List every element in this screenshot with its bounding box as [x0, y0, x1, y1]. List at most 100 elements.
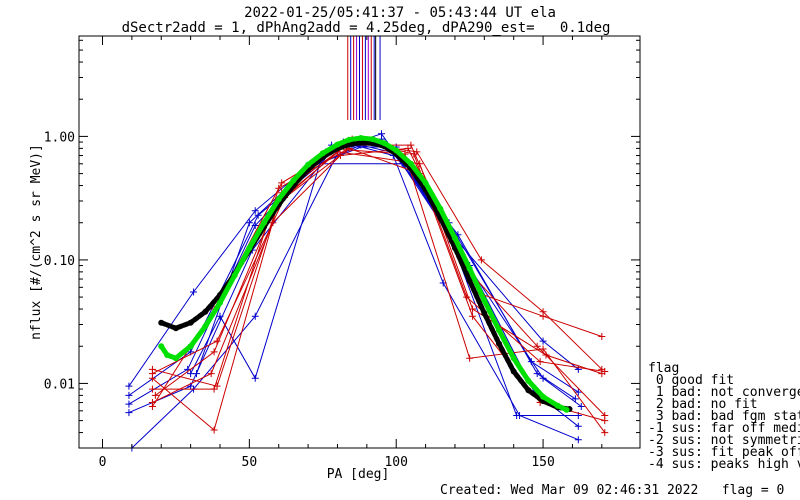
fit-point — [305, 161, 312, 168]
legend-title: flag — [648, 361, 679, 376]
data-point — [601, 367, 609, 375]
fit-point — [554, 402, 561, 409]
data-point — [190, 288, 198, 296]
legend-item: 0 good fit — [648, 373, 734, 388]
fit-point — [437, 205, 444, 212]
data-point — [571, 395, 579, 403]
fit-point — [496, 327, 503, 334]
series-line — [155, 147, 605, 422]
y-tick-label: 0.01 — [44, 377, 75, 392]
data-point — [539, 312, 547, 320]
series-line — [152, 149, 606, 433]
legend-item: 3 bad: bad fgm state — [648, 409, 800, 424]
series-layer — [125, 130, 609, 452]
legend: flag 0 good fit 1 bad: not converge 2 ba… — [648, 361, 800, 472]
data-point — [207, 370, 215, 378]
fit-point — [231, 272, 238, 279]
x-axis-label: PA [deg] — [327, 467, 390, 482]
axes-layer: 0 50 100 150 0.01 0.10 1.00 — [44, 36, 640, 470]
data-point — [125, 391, 133, 399]
fit-point — [451, 235, 458, 242]
legend-item: -4 sus: peaks high var — [648, 457, 800, 472]
data-point — [469, 312, 477, 320]
data-point — [148, 370, 156, 378]
x-tick-label: 50 — [242, 455, 258, 470]
fit-point — [481, 297, 488, 304]
y-tick-label: 1.00 — [44, 130, 75, 145]
data-point — [187, 370, 195, 378]
data-point — [466, 354, 474, 362]
fit-point — [393, 147, 400, 154]
data-point — [251, 374, 259, 382]
fit-point — [172, 355, 179, 362]
data-point — [125, 400, 133, 408]
data-point — [513, 411, 521, 419]
data-point — [574, 436, 582, 444]
red-series — [148, 135, 609, 378]
data-point — [216, 312, 224, 320]
legend-item: -3 sus: fit peak off 90 — [648, 445, 800, 460]
fit-point — [187, 343, 194, 350]
x-tick-label: 150 — [531, 455, 554, 470]
fit-point — [216, 299, 223, 306]
data-point — [275, 184, 283, 192]
data-point — [148, 385, 156, 393]
fit-point — [346, 136, 353, 143]
legend-item: 2 bad: no fit — [648, 397, 758, 412]
series-line — [196, 144, 579, 416]
fit-point — [563, 406, 570, 413]
plot-frame — [78, 35, 641, 449]
data-point — [536, 358, 544, 366]
fit-point — [275, 196, 282, 203]
data-point — [533, 342, 541, 350]
data-point — [251, 207, 259, 215]
fit-point — [496, 340, 503, 347]
series-line — [151, 141, 603, 407]
data-point — [477, 256, 485, 264]
blue-series — [128, 138, 582, 452]
fit-point — [525, 377, 532, 384]
data-point — [598, 332, 606, 340]
data-point — [151, 391, 159, 399]
data-point — [574, 388, 582, 396]
fit-point — [158, 319, 165, 326]
data-point — [251, 221, 259, 229]
data-point — [574, 422, 582, 430]
fit-point — [357, 135, 364, 142]
series-line — [152, 151, 602, 387]
x-tick-label: 0 — [99, 455, 107, 470]
x-tick-label: 100 — [384, 455, 407, 470]
chart-title: 2022-01-25/05:41:37 - 05:43:44 UT ela — [244, 5, 556, 21]
fit-point — [369, 136, 376, 143]
data-point — [125, 382, 133, 390]
red-series — [151, 144, 609, 425]
green-series — [158, 135, 570, 413]
fit-point — [407, 160, 414, 167]
red-series — [148, 148, 606, 390]
y-tick-label: 0.10 — [44, 254, 75, 269]
created-footer: Created: Wed Mar 09 02:46:31 2022 flag =… — [440, 483, 784, 498]
y-axis-label: nflux [#/(cm^2 s sr MeV)] — [29, 144, 44, 340]
fit-point — [187, 319, 194, 326]
fit-point — [357, 139, 364, 146]
data-point — [125, 409, 133, 417]
data-point — [213, 337, 221, 345]
data-point — [251, 312, 259, 320]
data-point — [601, 411, 609, 419]
fit-point — [164, 351, 171, 358]
fit-point — [349, 140, 356, 147]
data-point — [407, 141, 415, 149]
fit-point — [481, 310, 488, 317]
data-point — [539, 345, 547, 353]
data-point — [410, 150, 418, 158]
data-point — [463, 293, 471, 301]
fit-point — [334, 141, 341, 148]
fit-point — [422, 179, 429, 186]
legend-item: -2 sus: not symmetric — [648, 433, 800, 448]
data-point — [539, 337, 547, 345]
fit-point — [540, 393, 547, 400]
fit-point — [290, 177, 297, 184]
green-fit-line — [158, 135, 570, 413]
data-point — [577, 403, 585, 411]
